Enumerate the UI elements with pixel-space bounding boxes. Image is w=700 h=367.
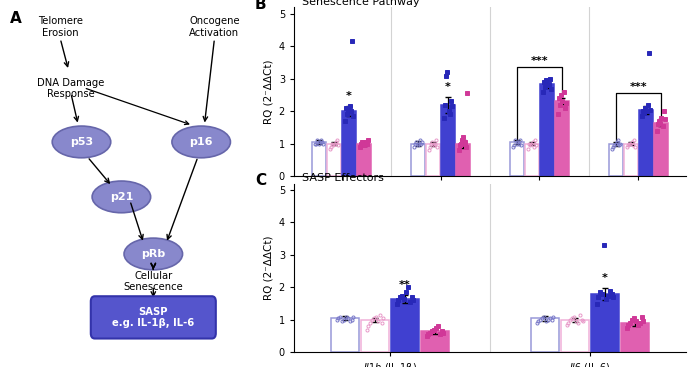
Bar <box>592 294 619 352</box>
Ellipse shape <box>52 126 111 158</box>
Bar <box>357 144 370 176</box>
Bar <box>531 318 559 352</box>
Ellipse shape <box>124 238 183 270</box>
Text: p16: p16 <box>190 137 213 147</box>
Text: Senescence Pathway: Senescence Pathway <box>302 0 419 7</box>
Ellipse shape <box>92 181 150 213</box>
Bar <box>328 144 341 176</box>
Text: p21: p21 <box>110 192 133 202</box>
Bar <box>391 299 419 352</box>
Text: B: B <box>255 0 267 12</box>
Text: C: C <box>255 173 266 188</box>
Bar <box>610 144 623 176</box>
Bar <box>555 101 568 176</box>
Text: ***: *** <box>531 56 548 66</box>
Text: SASP
e.g. IL-1β, IL-6: SASP e.g. IL-1β, IL-6 <box>112 306 195 328</box>
Bar <box>312 142 326 176</box>
Legend: Sham - M, Sham - F, SNI - M, SNI - F: Sham - M, Sham - F, SNI - M, SNI - F <box>690 175 700 237</box>
Text: Oncogene
Activation: Oncogene Activation <box>189 16 240 38</box>
Text: SASP Effectors: SASP Effectors <box>302 173 384 183</box>
FancyBboxPatch shape <box>91 296 216 338</box>
Bar <box>456 144 470 176</box>
Bar <box>412 144 425 176</box>
Text: **: ** <box>399 280 411 290</box>
Text: DNA Damage
Response: DNA Damage Response <box>37 78 104 99</box>
Text: Telomere
Erosion: Telomere Erosion <box>38 16 83 38</box>
Bar <box>654 123 668 176</box>
Bar <box>624 144 638 176</box>
Y-axis label: RQ (2⁻ΔΔCt): RQ (2⁻ΔΔCt) <box>263 59 273 124</box>
Text: pRb: pRb <box>141 249 165 259</box>
Bar <box>421 331 449 352</box>
Bar <box>342 111 356 176</box>
Text: *: * <box>346 91 352 102</box>
Bar <box>540 84 554 176</box>
Bar <box>441 105 455 176</box>
Bar <box>510 142 524 176</box>
Text: A: A <box>10 11 22 26</box>
Bar <box>561 320 589 352</box>
Y-axis label: RQ (2⁻ΔΔCt): RQ (2⁻ΔΔCt) <box>263 236 273 300</box>
Bar <box>639 110 652 176</box>
Text: *: * <box>445 82 451 92</box>
Text: ***: *** <box>630 82 648 92</box>
Bar <box>621 323 649 352</box>
Bar <box>525 144 539 176</box>
Bar <box>361 320 388 352</box>
Ellipse shape <box>172 126 230 158</box>
Text: p53: p53 <box>70 137 93 147</box>
Text: Cellular
Senescence: Cellular Senescence <box>123 270 183 292</box>
Text: *: * <box>602 273 608 283</box>
Bar <box>426 144 440 176</box>
Bar <box>331 318 359 352</box>
